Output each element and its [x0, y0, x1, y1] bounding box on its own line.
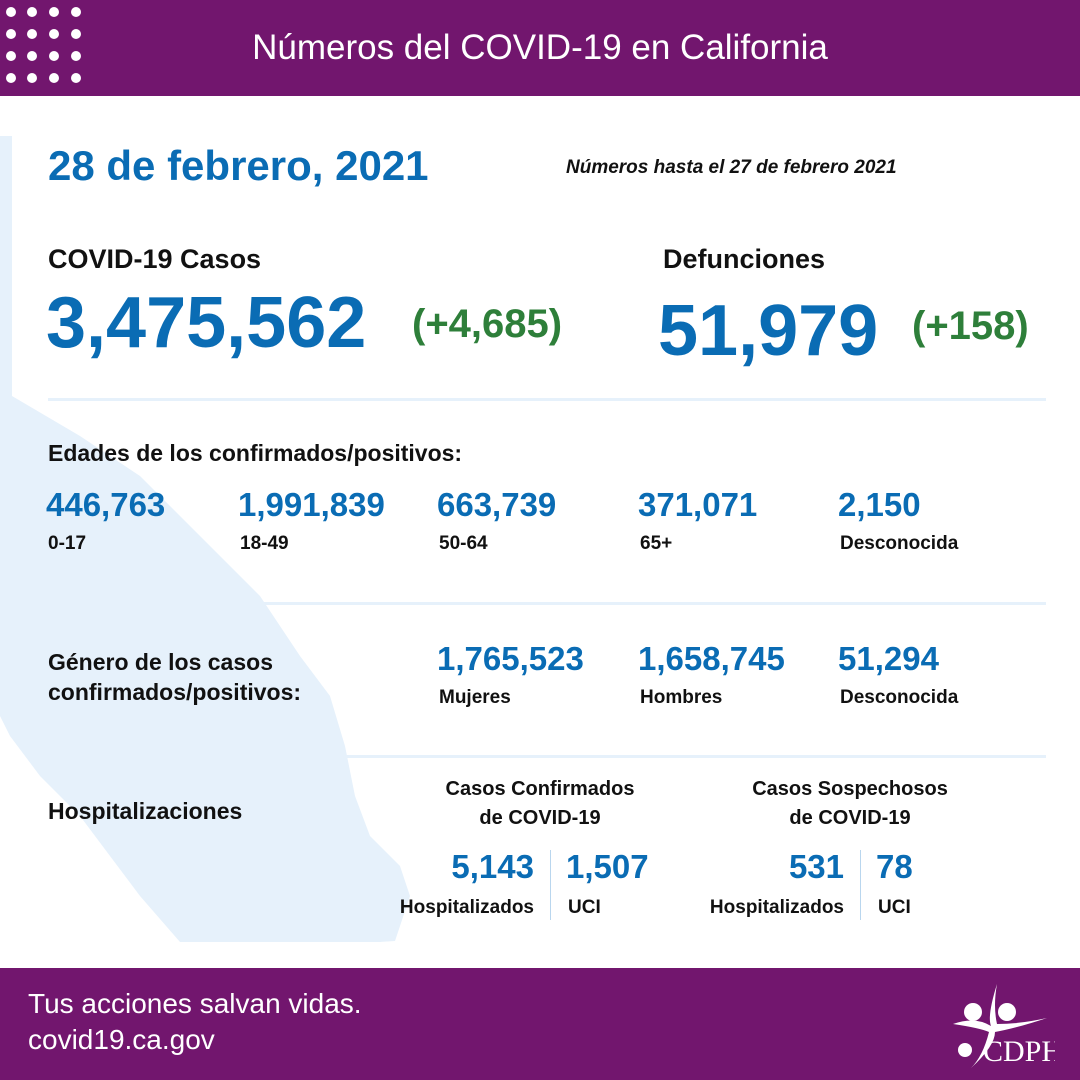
confirmed-title-line: Casos Confirmados [445, 778, 635, 800]
cases-label: COVID-19 Casos [48, 244, 262, 274]
gender-label: Mujeres [439, 687, 511, 708]
cdph-logo: CDPH [953, 984, 1055, 1068]
gender-label: Desconocida [840, 687, 959, 708]
footer-slogan: Tus acciones salvan vidas. [28, 988, 362, 1019]
report-date: 28 de febrero, 2021 [48, 142, 429, 189]
california-map-background [0, 136, 410, 942]
deaths-value: 51,979 [658, 291, 879, 371]
cases-change: (+4,685) [412, 302, 563, 346]
gender-value: 1,765,523 [437, 640, 584, 677]
confirmed-icu-value: 1,507 [566, 848, 649, 885]
divider [860, 850, 861, 920]
suspected-hosp-label: Hospitalizados [709, 897, 844, 918]
confirmed-icu-label: UCI [568, 897, 601, 918]
footer-bar: Tus acciones salvan vidas. covid19.ca.go… [0, 968, 1080, 1080]
page-title: Números del COVID-19 en California [252, 28, 828, 67]
age-label: 18-49 [240, 533, 289, 554]
suspected-icu-value: 78 [876, 848, 913, 885]
age-value: 446,763 [46, 486, 166, 523]
confirmed-title: Casos Confirmados de COVID-19 [420, 775, 660, 833]
age-label: Desconocida [840, 533, 959, 554]
confirmed-hosp-label: Hospitalizados [399, 897, 534, 918]
gender-heading-line: Género de los casos [48, 649, 273, 675]
deaths-change: (+158) [912, 304, 1029, 348]
hosp-heading: Hospitalizaciones [48, 798, 243, 824]
confirmed-hosp-value: 5,143 [451, 848, 534, 885]
gender-value: 1,658,745 [638, 640, 785, 677]
cases-value: 3,475,562 [46, 283, 367, 363]
header-bar: Números del COVID-19 en California [0, 0, 1080, 96]
suspected-title-line: Casos Sospechosos [752, 778, 948, 800]
divider [550, 850, 551, 920]
age-label: 0-17 [48, 533, 87, 554]
suspected-hosp-value: 531 [788, 848, 844, 885]
gender-heading: Género de los casos confirmados/positivo… [48, 647, 301, 707]
deaths-label: Defunciones [663, 244, 826, 274]
age-label: 50-64 [439, 533, 488, 554]
suspected-icu-label: UCI [878, 897, 911, 918]
svg-text:CDPH: CDPH [983, 1035, 1055, 1068]
gender-heading-line: confirmados/positivos: [48, 679, 302, 705]
gender-value: 51,294 [838, 640, 939, 677]
footer-website-link[interactable]: covid19.ca.gov [28, 1024, 215, 1055]
data-note: Números hasta el 27 de febrero 2021 [566, 157, 897, 178]
age-value: 663,739 [437, 486, 557, 523]
divider [48, 602, 1046, 605]
ages-heading: Edades de los confirmados/positivos: [48, 440, 463, 466]
confirmed-title-line: de COVID-19 [479, 807, 601, 829]
suspected-title: Casos Sospechosos de COVID-19 [730, 775, 970, 833]
divider [48, 755, 1046, 758]
age-label: 65+ [640, 533, 673, 554]
suspected-title-line: de COVID-19 [789, 807, 911, 829]
age-value: 371,071 [638, 486, 758, 523]
gender-label: Hombres [640, 687, 723, 708]
divider [48, 398, 1046, 401]
age-value: 1,991,839 [238, 486, 385, 523]
age-value: 2,150 [838, 486, 921, 523]
